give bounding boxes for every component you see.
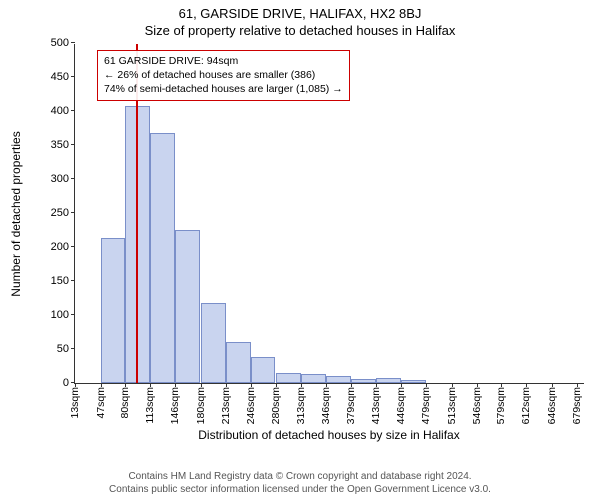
y-axis-label: Number of detached properties (9, 131, 23, 296)
x-tick-label: 280sqm (270, 383, 282, 424)
chart-title-sub: Size of property relative to detached ho… (0, 21, 600, 38)
x-tick-label: 446sqm (395, 383, 407, 424)
histogram-bar (276, 373, 301, 383)
histogram-bar (125, 106, 150, 383)
y-tick-mark (71, 212, 75, 213)
y-tick-mark (71, 348, 75, 349)
x-tick-label: 579sqm (495, 383, 507, 424)
y-tick-label: 500 (51, 37, 75, 49)
x-tick-mark (75, 383, 76, 387)
x-tick-label: 479sqm (420, 383, 432, 424)
y-tick-mark (71, 144, 75, 145)
x-tick-label: 379sqm (345, 383, 357, 424)
x-tick-label: 679sqm (571, 383, 583, 424)
x-tick-mark (401, 383, 402, 387)
x-tick-mark (301, 383, 302, 387)
x-tick-label: 146sqm (169, 383, 181, 424)
x-tick-label: 413sqm (370, 383, 382, 424)
y-tick-label: 400 (51, 105, 75, 117)
chart-container: Number of detached properties 0501001502… (44, 44, 584, 420)
x-tick-label: 513sqm (446, 383, 458, 424)
y-tick-label: 300 (51, 173, 75, 185)
annotation-line-2: ← 26% of detached houses are smaller (38… (104, 68, 343, 82)
histogram-bar (251, 357, 276, 383)
x-tick-label: 246sqm (245, 383, 257, 424)
y-tick-mark (71, 314, 75, 315)
histogram-bar (226, 342, 251, 383)
x-axis-label: Distribution of detached houses by size … (74, 428, 584, 474)
annotation-box: 61 GARSIDE DRIVE: 94sqm ← 26% of detache… (97, 50, 350, 101)
x-tick-mark (501, 383, 502, 387)
footer-attribution: Contains HM Land Registry data © Crown c… (0, 470, 600, 496)
x-tick-label: 612sqm (520, 383, 532, 424)
y-tick-label: 100 (51, 309, 75, 321)
annotation-line-1: 61 GARSIDE DRIVE: 94sqm (104, 54, 343, 68)
x-tick-mark (201, 383, 202, 387)
histogram-bar (326, 376, 351, 383)
histogram-bar (376, 378, 401, 383)
y-tick-label: 250 (51, 207, 75, 219)
histogram-bar (351, 379, 376, 383)
histogram-bar (301, 374, 326, 383)
y-tick-mark (71, 110, 75, 111)
y-tick-mark (71, 178, 75, 179)
y-tick-mark (71, 42, 75, 43)
y-tick-label: 200 (51, 241, 75, 253)
footer-line-2: Contains public sector information licen… (0, 483, 600, 496)
y-tick-label: 450 (51, 71, 75, 83)
x-tick-mark (577, 383, 578, 387)
x-tick-mark (276, 383, 277, 387)
histogram-bar (175, 230, 200, 383)
x-tick-label: 113sqm (144, 383, 156, 424)
x-tick-mark (226, 383, 227, 387)
x-tick-mark (125, 383, 126, 387)
x-tick-mark (426, 383, 427, 387)
x-tick-label: 80sqm (119, 383, 131, 419)
annotation-line-3: 74% of semi-detached houses are larger (… (104, 82, 343, 96)
x-tick-mark (150, 383, 151, 387)
x-tick-mark (101, 383, 102, 387)
histogram-bar (150, 133, 175, 383)
x-tick-mark (175, 383, 176, 387)
x-tick-mark (552, 383, 553, 387)
x-tick-mark (477, 383, 478, 387)
x-tick-mark (526, 383, 527, 387)
histogram-bar (201, 303, 226, 383)
x-tick-label: 213sqm (220, 383, 232, 424)
y-tick-mark (71, 246, 75, 247)
histogram-bar (101, 238, 126, 383)
x-tick-label: 180sqm (195, 383, 207, 424)
footer-line-1: Contains HM Land Registry data © Crown c… (0, 470, 600, 483)
y-tick-label: 150 (51, 275, 75, 287)
x-tick-label: 546sqm (471, 383, 483, 424)
x-tick-label: 13sqm (69, 383, 81, 419)
x-tick-label: 47sqm (95, 383, 107, 419)
y-tick-label: 350 (51, 139, 75, 151)
x-tick-mark (452, 383, 453, 387)
x-tick-mark (376, 383, 377, 387)
histogram-bar (401, 380, 426, 383)
x-tick-mark (351, 383, 352, 387)
y-tick-mark (71, 280, 75, 281)
chart-title-main: 61, GARSIDE DRIVE, HALIFAX, HX2 8BJ (0, 0, 600, 21)
y-tick-label: 50 (57, 343, 75, 355)
y-tick-mark (71, 76, 75, 77)
x-tick-label: 346sqm (320, 383, 332, 424)
x-tick-mark (251, 383, 252, 387)
x-tick-label: 313sqm (295, 383, 307, 424)
plot-area: 05010015020025030035040045050013sqm47sqm… (74, 44, 584, 384)
x-tick-label: 646sqm (546, 383, 558, 424)
x-tick-mark (326, 383, 327, 387)
